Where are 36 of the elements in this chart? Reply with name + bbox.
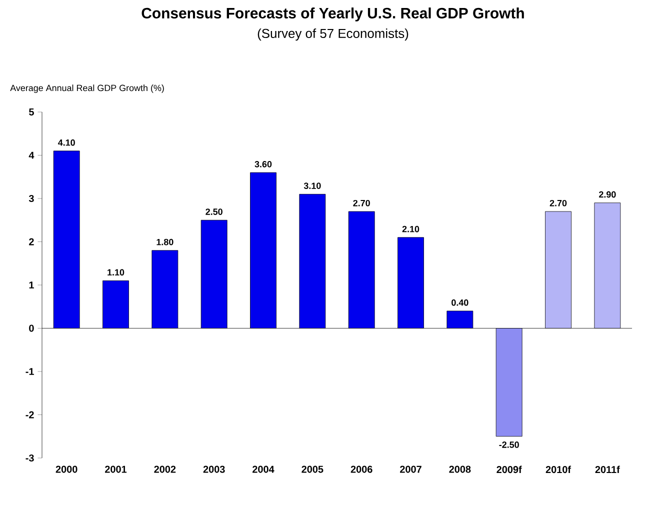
data-label: 0.40 — [452, 299, 468, 306]
y-axis-title: Average Annual Real GDP Growth (%) — [10, 84, 164, 93]
data-label: 2.50 — [206, 208, 222, 215]
x-tick-label: 2007 — [400, 466, 422, 473]
data-label: 2.70 — [353, 200, 370, 206]
x-tick-label: 2003 — [203, 466, 225, 473]
data-label: -2.50 — [499, 442, 519, 448]
y-tick-label: 1 — [29, 282, 34, 288]
data-label: 3.60 — [254, 161, 272, 168]
x-tick-label: 2006 — [350, 466, 372, 473]
x-tick-label: 2009f — [496, 466, 522, 474]
x-tick-label: 2002 — [154, 466, 176, 473]
data-label: 1.10 — [108, 269, 124, 276]
y-tick-label: -3 — [26, 454, 34, 462]
y-tick-label: 4 — [28, 152, 34, 159]
y-tick-label: -2 — [26, 411, 34, 418]
x-tick-label: 2008 — [449, 466, 471, 473]
data-label: 2.10 — [402, 226, 420, 232]
data-label: 1.80 — [156, 238, 174, 246]
y-tick-label: -1 — [26, 368, 34, 375]
x-tick-label: 2004 — [252, 466, 274, 473]
data-label: 3.10 — [304, 182, 321, 189]
y-tick-label: 5 — [29, 108, 34, 116]
x-tick-label: 2001 — [105, 466, 127, 473]
y-tick-label: 2 — [29, 238, 34, 246]
x-tick-label: 2000 — [56, 466, 78, 473]
x-tick-label: 2011f — [595, 466, 620, 474]
y-tick-label: 3 — [28, 194, 34, 202]
chart-subtitle: (Survey of 57 Economists) — [258, 28, 408, 41]
y-tick-label: 0 — [29, 324, 34, 332]
data-label: 2.70 — [550, 200, 567, 206]
chart-title: Consensus Forecasts of Yearly U.S. Real GDP Growth — [142, 8, 524, 22]
data-label: 4.10 — [58, 139, 75, 146]
data-label: 2.90 — [599, 191, 616, 198]
x-tick-label: 2005 — [302, 466, 324, 473]
x-tick-label: 2010f — [546, 466, 572, 474]
